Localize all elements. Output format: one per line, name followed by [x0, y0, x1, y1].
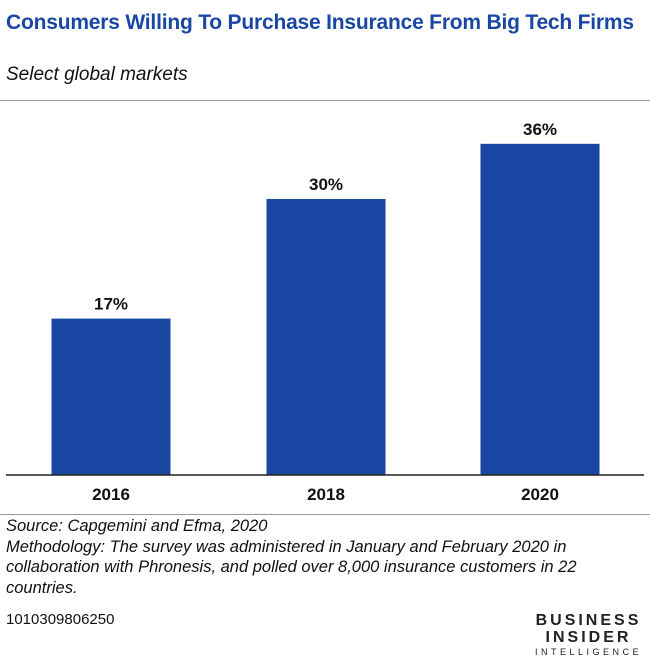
chart-subtitle: Select global markets [6, 64, 188, 85]
source-text: Source: Capgemini and Efma, 2020 [6, 517, 268, 535]
data-label-2018: 30% [309, 175, 343, 194]
bar-chart: 17% 2016 30% 2018 36% 2020 [6, 120, 644, 504]
chart-title: Consumers Willing To Purchase Insurance … [6, 11, 634, 34]
methodology-text: Methodology: The survey was administered… [6, 537, 577, 597]
bar-2020 [480, 143, 600, 476]
business-insider-logo: BUSINESS INSIDER INTELLIGENCE [535, 612, 642, 658]
bar-2018 [266, 199, 386, 475]
logo-line-insider: INSIDER [545, 629, 632, 646]
data-label-2020: 36% [523, 120, 557, 139]
bar-2016 [51, 318, 171, 475]
x-tick-label-2016: 2016 [92, 485, 130, 504]
data-label-2016: 17% [94, 295, 128, 314]
x-tick-label-2020: 2020 [521, 485, 559, 504]
source-note: Source: Capgemini and Efma, 2020 Methodo… [6, 516, 646, 598]
x-tick-label-2018: 2018 [307, 485, 345, 504]
logo-line-business: BUSINESS [535, 612, 642, 629]
top-divider [0, 100, 650, 101]
bottom-divider [0, 514, 650, 515]
logo-line-intelligence: INTELLIGENCE [534, 647, 642, 657]
chart-id: 1010309806250 [6, 611, 115, 628]
